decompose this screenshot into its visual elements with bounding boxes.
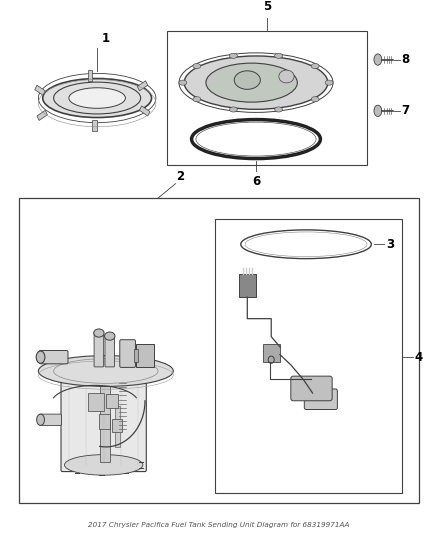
Ellipse shape xyxy=(311,96,319,102)
Bar xyxy=(106,394,118,408)
FancyBboxPatch shape xyxy=(39,351,68,364)
Ellipse shape xyxy=(184,56,328,109)
Ellipse shape xyxy=(39,356,173,386)
Bar xyxy=(99,414,110,429)
Text: 4: 4 xyxy=(414,351,422,364)
Ellipse shape xyxy=(36,351,45,364)
Ellipse shape xyxy=(230,107,237,112)
Ellipse shape xyxy=(374,105,382,117)
Ellipse shape xyxy=(206,63,297,102)
Bar xyxy=(134,350,138,362)
Bar xyxy=(215,219,402,493)
Ellipse shape xyxy=(193,96,201,102)
Bar xyxy=(113,419,122,432)
Bar xyxy=(167,31,367,165)
FancyBboxPatch shape xyxy=(304,389,337,409)
Ellipse shape xyxy=(105,332,115,340)
Text: 2017 Chrysler Pacifica Fuel Tank Sending Unit Diagram for 68319971AA: 2017 Chrysler Pacifica Fuel Tank Sending… xyxy=(88,521,350,528)
Text: 6: 6 xyxy=(252,175,260,188)
Ellipse shape xyxy=(69,88,125,108)
Ellipse shape xyxy=(374,54,382,65)
Text: 2: 2 xyxy=(176,169,184,183)
Ellipse shape xyxy=(179,80,187,85)
Text: 1: 1 xyxy=(102,32,110,45)
Ellipse shape xyxy=(37,414,45,425)
Ellipse shape xyxy=(311,63,319,69)
Ellipse shape xyxy=(94,329,104,337)
Bar xyxy=(88,70,92,81)
FancyBboxPatch shape xyxy=(39,414,61,425)
Text: 5: 5 xyxy=(263,1,271,13)
Bar xyxy=(239,274,256,297)
Text: 3: 3 xyxy=(386,238,394,251)
Bar xyxy=(100,383,110,462)
Ellipse shape xyxy=(230,53,237,58)
Ellipse shape xyxy=(234,71,260,90)
FancyBboxPatch shape xyxy=(94,334,104,367)
Bar xyxy=(88,393,104,411)
Bar xyxy=(37,110,47,120)
Text: 7: 7 xyxy=(401,104,410,117)
FancyBboxPatch shape xyxy=(291,376,332,401)
Ellipse shape xyxy=(275,107,283,112)
Bar xyxy=(92,120,97,131)
FancyBboxPatch shape xyxy=(120,340,135,367)
FancyBboxPatch shape xyxy=(61,379,146,472)
Text: 8: 8 xyxy=(401,53,410,66)
Ellipse shape xyxy=(64,455,143,475)
FancyBboxPatch shape xyxy=(105,337,115,367)
Ellipse shape xyxy=(325,80,333,85)
Bar xyxy=(137,81,148,91)
Ellipse shape xyxy=(43,78,152,117)
Bar xyxy=(35,85,45,95)
Bar xyxy=(139,106,150,116)
Bar xyxy=(19,198,419,503)
Ellipse shape xyxy=(275,53,283,58)
Bar xyxy=(263,344,280,362)
Bar xyxy=(115,406,120,447)
Bar xyxy=(136,344,154,367)
Ellipse shape xyxy=(279,70,294,83)
Ellipse shape xyxy=(193,63,201,69)
